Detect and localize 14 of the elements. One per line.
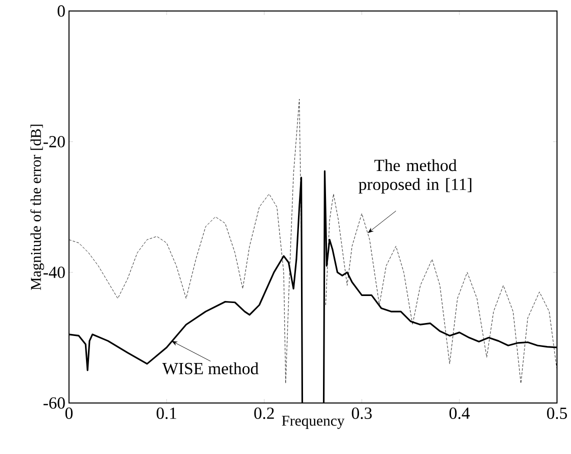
x-tick-label: 0.3 [352,408,372,420]
x-axis-title: Frequency [282,416,344,429]
y-tick-label: -20 [44,136,65,148]
x-tick-label: 0.4 [449,408,470,420]
x-tick-label: 0.2 [254,408,274,420]
x-tick-label: 0.1 [156,408,176,420]
x-tick-label: 0 [65,408,73,419]
y-tick-label: 0 [58,5,65,17]
y-tick-label: -40 [44,266,65,278]
annotation: The method proposed in [11] [358,159,472,194]
y-axis-title: Magnitude of the error [dB] [30,124,44,290]
annotation: WISE method [162,362,259,374]
y-tick-label: -60 [44,397,65,409]
x-tick-label: 0.5 [547,408,567,420]
